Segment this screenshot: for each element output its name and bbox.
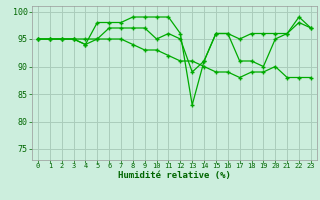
X-axis label: Humidité relative (%): Humidité relative (%) (118, 171, 231, 180)
